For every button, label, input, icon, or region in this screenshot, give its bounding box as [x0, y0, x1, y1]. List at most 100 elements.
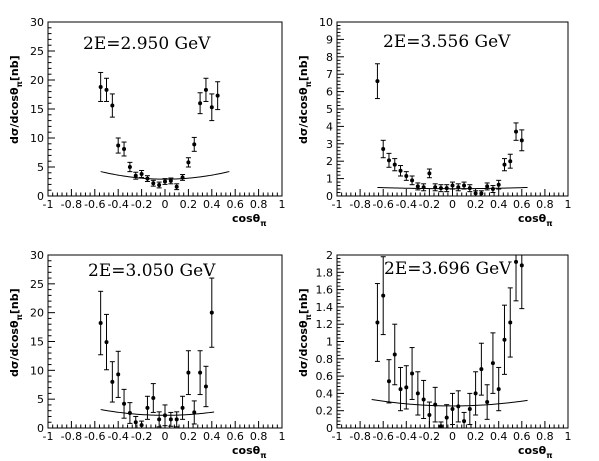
y-tick-label: 0 — [37, 190, 44, 203]
data-point — [375, 320, 380, 325]
y-axis-label-main: dσ/dcosθ — [297, 320, 310, 377]
x-tick-label: 0.6 — [513, 198, 531, 211]
x-axis-label-main: cosθ — [232, 444, 261, 457]
y-tick-label: 0.2 — [316, 405, 334, 418]
data-point — [415, 184, 420, 189]
data-point — [519, 263, 524, 268]
data-point — [116, 372, 121, 377]
data-point — [110, 379, 115, 384]
chart-panel-3: -1 -0.8 -0.6 -0.4 -0.2 0 0.2 0.4 0.6 0.8 105101520… — [8, 249, 286, 460]
x-axis-label-sub: π — [546, 451, 552, 460]
data-point — [479, 191, 484, 196]
data-point — [157, 417, 162, 422]
data-point — [456, 404, 461, 409]
y-tick-label: 2 — [326, 155, 333, 168]
y-tick-label: 8 — [326, 51, 333, 64]
x-axis-label: cosθπ — [232, 212, 267, 228]
x-tick-label: 0.8 — [536, 198, 554, 211]
data-point — [450, 183, 455, 188]
data-point — [110, 103, 115, 108]
y-axis-label-sub: π — [304, 81, 313, 87]
y-tick-label: 6 — [326, 86, 333, 99]
data-point — [104, 87, 109, 92]
data-point — [192, 410, 197, 415]
data-point — [381, 147, 386, 152]
data-point — [381, 293, 386, 298]
y-tick-label: 30 — [30, 16, 44, 29]
data-point — [163, 413, 167, 418]
y-tick-label: 0 — [37, 422, 44, 435]
data-point — [151, 181, 156, 186]
x-tick-label: -1 — [332, 198, 343, 211]
x-tick-label: -0.4 — [107, 198, 128, 211]
x-tick-label: -1 — [43, 198, 54, 211]
x-tick-label: -0.4 — [396, 198, 417, 211]
data-point — [186, 160, 191, 165]
data-point — [427, 413, 432, 418]
x-tick-label: 1 — [565, 430, 572, 443]
x-tick-label: 0.4 — [490, 430, 508, 443]
data-point — [198, 370, 203, 375]
y-tick-label: 0.6 — [316, 370, 334, 383]
data-point — [444, 186, 449, 191]
y-tick-label: 10 — [319, 16, 333, 29]
x-axis-label-main: cosθ — [232, 212, 261, 225]
x-tick-label: 0.4 — [203, 198, 221, 211]
data-point — [98, 84, 103, 89]
y-tick-label: 20 — [30, 307, 44, 320]
data-point — [209, 105, 214, 110]
data-point — [198, 101, 203, 106]
data-point — [514, 259, 519, 264]
x-tick-label: -0.8 — [349, 430, 370, 443]
data-point — [116, 143, 121, 148]
x-tick-label: 1 — [565, 198, 572, 211]
data-point — [485, 400, 490, 405]
data-point — [203, 87, 208, 92]
chart-panel-2: -1 -0.8 -0.6 -0.4 -0.2 0 0.2 0.4 0.6 0.8 101234567… — [297, 16, 572, 228]
data-point — [168, 178, 173, 183]
fit-curve — [100, 171, 230, 180]
x-tick-label: 0.2 — [180, 430, 198, 443]
data-point — [104, 340, 109, 345]
x-tick-label: 0.4 — [203, 430, 221, 443]
x-tick-label: 0.8 — [536, 430, 554, 443]
data-point — [398, 168, 403, 173]
x-tick-label: 0 — [449, 430, 456, 443]
data-point — [502, 162, 507, 167]
data-point — [444, 415, 449, 420]
y-tick-label: 1.6 — [316, 284, 334, 297]
y-tick-label: 0.4 — [316, 387, 334, 400]
x-tick-label: -0.6 — [84, 430, 105, 443]
data-point — [514, 129, 519, 134]
y-tick-label: 3 — [326, 138, 333, 151]
y-tick-label: 9 — [326, 33, 333, 46]
y-tick-label: 7 — [326, 68, 333, 81]
y-tick-label: 10 — [30, 364, 44, 377]
data-point — [438, 186, 443, 191]
y-axis-label: dσ/dcosθπ[nb] — [297, 55, 313, 144]
x-tick-label: -1 — [332, 430, 343, 443]
y-tick-label: 1.2 — [316, 318, 334, 331]
chart-title: 2E=3.556 GeV — [383, 32, 511, 52]
y-axis-label-unit: [nb] — [297, 55, 310, 81]
data-point — [127, 411, 132, 416]
y-tick-label: 1.8 — [316, 266, 334, 279]
x-axis-label: cosθπ — [518, 444, 553, 460]
data-point — [502, 337, 507, 342]
data-point — [133, 173, 138, 178]
x-tick-label: 1 — [279, 430, 286, 443]
x-tick-label: -0.8 — [61, 198, 82, 211]
y-axis-label: dσ/dcosθπ[nb] — [8, 288, 24, 377]
data-point — [508, 159, 513, 164]
data-point — [462, 183, 467, 188]
y-tick-label: 0 — [326, 190, 333, 203]
data-point — [145, 405, 150, 410]
y-axis-label-sub: π — [304, 314, 313, 320]
data-point — [180, 405, 185, 410]
y-axis-label: dσ/dcosθπ[nb] — [8, 55, 24, 144]
x-tick-label: 0.6 — [513, 430, 531, 443]
y-tick-label: 4 — [326, 120, 333, 133]
y-tick-label: 1 — [326, 336, 333, 349]
data-point — [473, 391, 478, 396]
